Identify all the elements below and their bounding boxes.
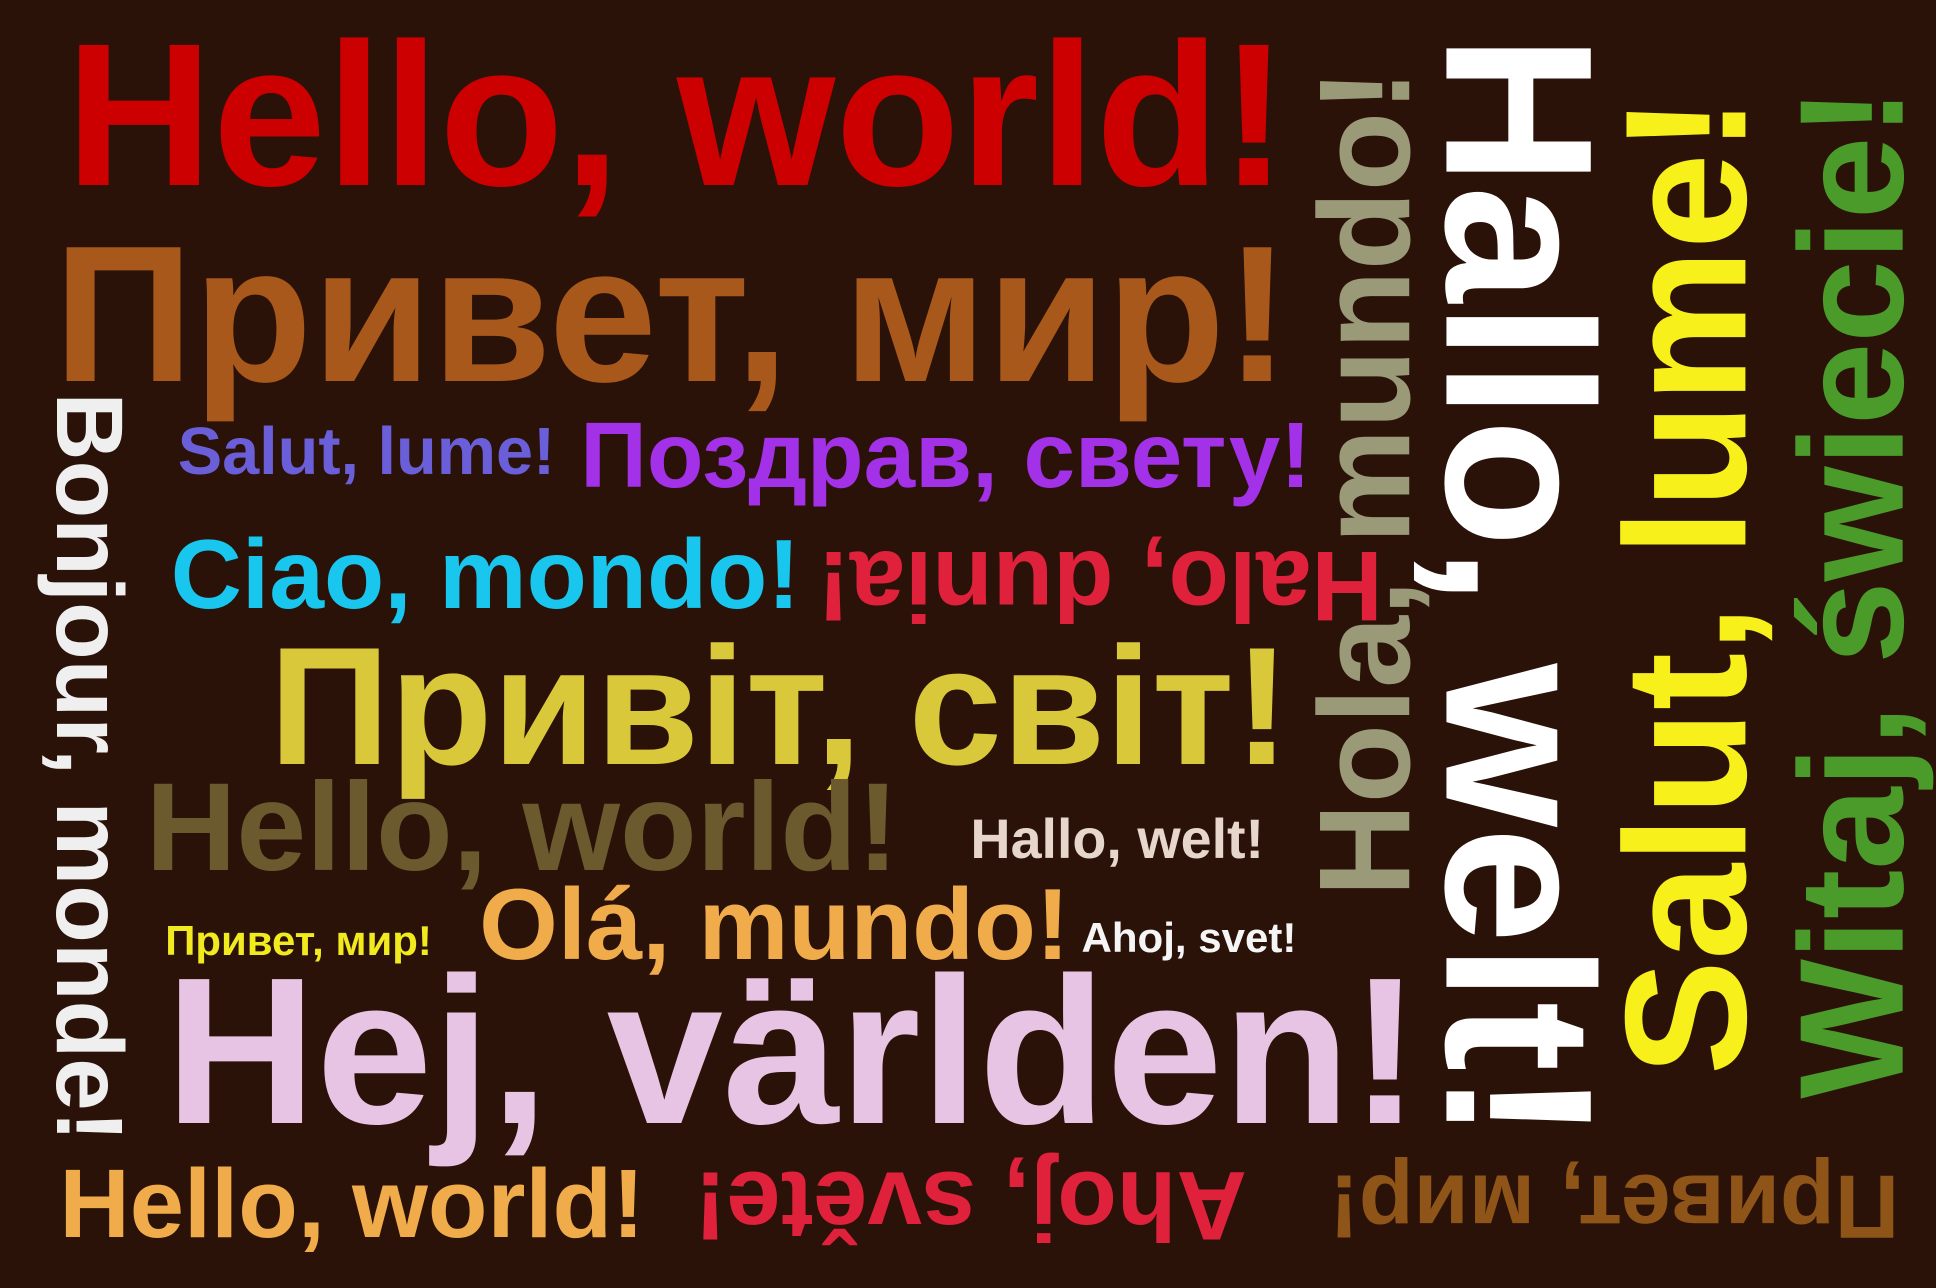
phrase-fr: Bonjour, monde! xyxy=(35,392,141,1143)
phrase-cs: Ahoj, světe! xyxy=(693,1151,1247,1261)
phrase-pt: Olá, mundo! xyxy=(479,868,1070,982)
phrase-ru-bottom: Привет, мир! xyxy=(1328,1155,1899,1256)
phrase-pl: Witaj, świecie! xyxy=(1769,87,1935,1099)
phrase-sr: Поздрав, свету! xyxy=(580,403,1312,508)
phrase-ru-small: Привет, мир! xyxy=(165,916,432,964)
phrase-ro-big: Salut, lume! xyxy=(1588,95,1782,1076)
phrase-ro-small: Salut, lume! xyxy=(177,415,556,490)
phrase-ru-top: Привет, мир! xyxy=(53,205,1290,423)
phrase-en-bottom: Hello, world! xyxy=(59,1148,645,1258)
phrase-en-top: Hello, world! xyxy=(65,2,1288,230)
phrase-de-small: Hallo, welt! xyxy=(970,807,1265,870)
phrase-sv: Hej, världen! xyxy=(165,934,1420,1168)
phrase-uk: Привіт, світ! xyxy=(269,612,1291,801)
phrase-en-mid: Hello, world! xyxy=(145,756,899,898)
phrase-it: Ciao, mondo! xyxy=(170,518,801,629)
phrase-sk-small: Ahoj, svet! xyxy=(1081,914,1297,962)
